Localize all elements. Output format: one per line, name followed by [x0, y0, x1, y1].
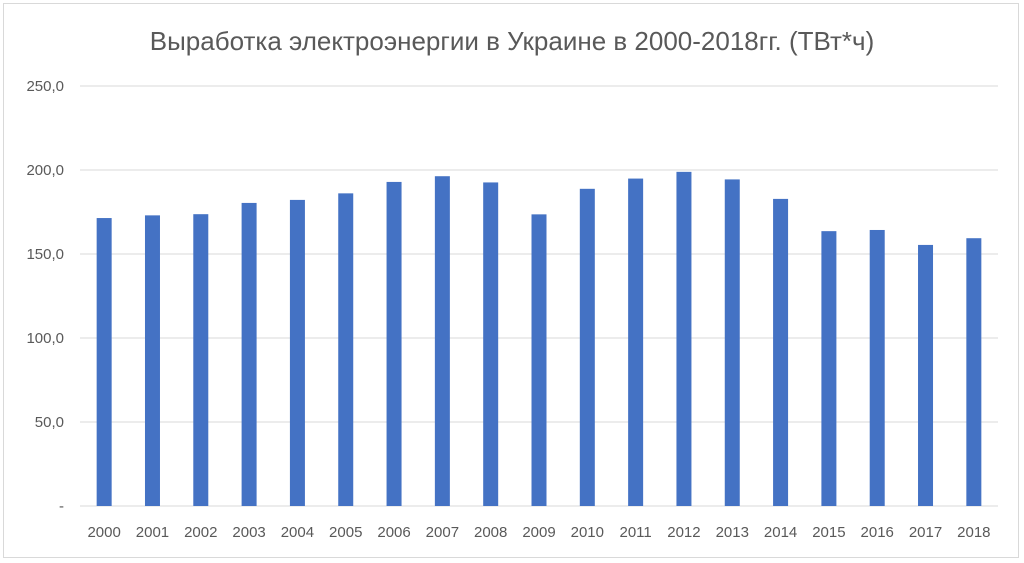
x-tick-label: 2007: [426, 524, 459, 541]
bar-2008: [483, 182, 499, 506]
y-tick-label: 50,0: [35, 414, 64, 431]
y-tick-label: 150,0: [26, 246, 64, 263]
bar-2017: [918, 244, 934, 507]
x-tick-label: 2017: [909, 524, 942, 541]
y-tick-label: 250,0: [26, 78, 64, 95]
bar-2000: [96, 218, 112, 506]
chart-frame: Выработка электроэнергии в Украине в 200…: [3, 3, 1019, 558]
x-tick-label: 2013: [716, 524, 749, 541]
chart-title: Выработка электроэнергии в Украине в 200…: [149, 26, 875, 56]
bar-2003: [241, 202, 257, 507]
bar-2018: [966, 238, 982, 506]
x-tick-label: 2009: [522, 524, 555, 541]
y-tick-label: 100,0: [26, 330, 64, 347]
x-tick-label: 2002: [184, 524, 217, 541]
bar-2002: [193, 214, 209, 506]
x-tick-label: 2006: [377, 524, 410, 541]
bar-2011: [628, 178, 644, 506]
bar-2016: [869, 229, 885, 506]
bar-2006: [386, 181, 402, 507]
x-tick-label: 2016: [861, 524, 894, 541]
x-tick-label: 2000: [87, 524, 120, 541]
bar-2015: [821, 231, 837, 507]
bar-2012: [676, 171, 692, 506]
bar-2014: [773, 198, 789, 506]
x-tick-label: 2015: [812, 524, 845, 541]
bar-2005: [338, 193, 354, 507]
y-tick-label: 200,0: [26, 162, 64, 179]
bar-2009: [531, 214, 547, 507]
x-tick-label: 2010: [571, 524, 604, 541]
x-tick-label: 2014: [764, 524, 797, 541]
x-tick-label: 2011: [619, 524, 651, 541]
x-tick-label: 2005: [329, 524, 362, 541]
x-tick-label: 2003: [232, 524, 265, 541]
bar-2013: [724, 179, 740, 506]
y-tick-label: -: [59, 498, 64, 515]
bar-2010: [579, 188, 595, 507]
bar-2004: [289, 199, 305, 507]
x-tick-label: 2001: [136, 524, 169, 541]
x-tick-label: 2004: [281, 524, 314, 541]
bar-2001: [144, 215, 160, 507]
x-tick-label: 2008: [474, 524, 507, 541]
x-tick-label: 2012: [667, 524, 700, 541]
x-tick-label: 2018: [957, 524, 990, 541]
bar-2007: [434, 176, 450, 506]
